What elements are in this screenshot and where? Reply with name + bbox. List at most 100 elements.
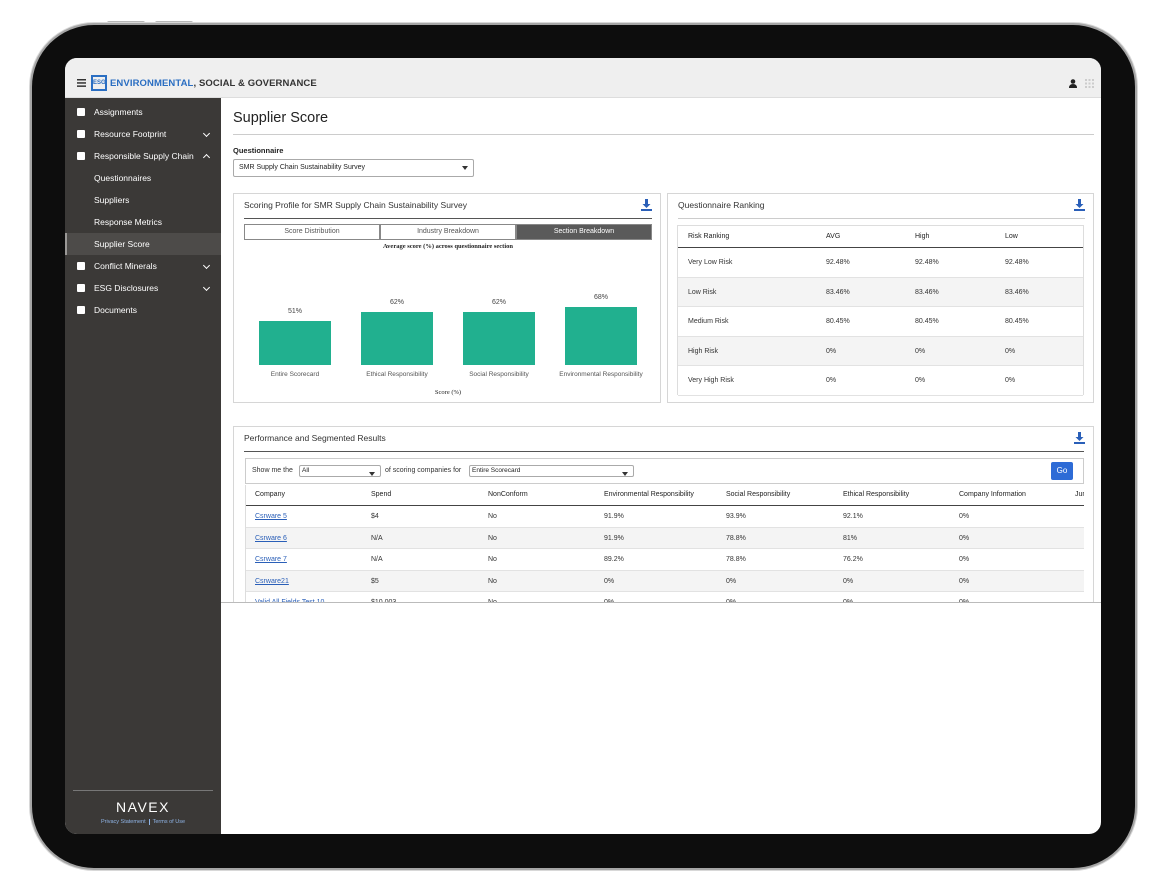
panel-rule [244, 218, 652, 219]
menu-icon[interactable] [77, 79, 86, 87]
table-cell: 0% [826, 377, 837, 385]
nav-label: Documents [94, 305, 137, 315]
ranking-table: Risk Ranking AVG High Low Very Low Risk 92.48… [677, 225, 1084, 396]
nav-label: ESG Disclosures [94, 283, 159, 293]
table-cell: No [488, 599, 497, 603]
tab[interactable]: Section Breakdown [516, 224, 652, 240]
table-cell: 92.48% [826, 259, 850, 266]
nav-subitem[interactable]: Supplier Score [65, 233, 221, 255]
table-cell: 0% [915, 347, 926, 355]
nav-item[interactable]: Assignments [65, 101, 221, 123]
filter-text: of scoring companies for [385, 467, 462, 474]
tab[interactable]: Score Distribution [244, 224, 380, 240]
chevron [202, 283, 211, 292]
company-link[interactable]: Csrware 7 [255, 556, 287, 563]
header-row: Company Spend NonConform Environmental Resp… [246, 485, 1084, 506]
value-label: 62% [491, 298, 506, 306]
sidebar: Assignments Resource Footprint Responsible… [65, 98, 221, 834]
table-cell: 0% [915, 377, 926, 385]
chevron [202, 129, 211, 138]
nav-subitem[interactable]: Response Metrics [65, 211, 221, 233]
table-cell: 92.48% [915, 259, 939, 266]
apps-icon[interactable] [1085, 79, 1094, 88]
nav-label: Responsible Supply Chain [94, 151, 194, 161]
top-bar: ESG ENVIRONMENTAL, SOCIAL & GOVERNANCE [65, 58, 1101, 98]
performance-table: Company Spend NonConform Environmental Resp… [245, 485, 1084, 603]
download-icon[interactable] [1074, 199, 1085, 211]
table-cell: Very Low Risk [688, 259, 733, 266]
tab[interactable]: Industry Breakdown [380, 224, 516, 240]
table-row: High Risk 0% 0% 0% [678, 336, 1083, 367]
scoring-panel: Scoring Profile for SMR Supply Chain Sus… [233, 193, 661, 403]
table-row: Medium Risk 80.45% 80.45% 80.45% [678, 307, 1083, 337]
performance-panel: Performance and Segmented Results Show m… [233, 426, 1094, 603]
nav-icon [77, 262, 85, 270]
nav-label: Resource Footprint [94, 129, 167, 139]
ranking-panel: Questionnaire Ranking Risk Ranking AVG Hig… [667, 193, 1094, 403]
table-cell: Medium Risk [688, 318, 729, 326]
panel-title: Scoring Profile for SMR Supply Chain Sus… [244, 200, 467, 210]
nav-item[interactable]: Responsible Supply Chain [65, 145, 221, 167]
panel-rule [678, 218, 1085, 219]
category-label: Entire Scorecard [270, 371, 320, 378]
table-cell: 78.8% [726, 534, 746, 542]
table-cell: N/A [371, 534, 383, 542]
table-cell: 76.2% [843, 556, 863, 563]
download-icon[interactable] [641, 199, 652, 211]
chevron [202, 261, 211, 270]
footer-logo: NAVEX [116, 799, 170, 815]
nav-item[interactable]: Documents [65, 299, 221, 321]
volume-button [155, 21, 193, 25]
table-cell: Low Risk [688, 288, 717, 296]
title-accent: ENVIRONMENTAL [110, 78, 194, 89]
column-header: Risk Ranking [688, 233, 730, 240]
company-link[interactable]: Csrware 5 [255, 513, 287, 520]
nav-item[interactable]: Resource Footprint [65, 123, 221, 145]
user-icon[interactable] [1069, 79, 1077, 88]
table-cell: High Risk [688, 347, 718, 355]
nav-label: Questionnaires [94, 173, 152, 183]
table-cell: 89.2% [604, 556, 624, 563]
table-cell: 0% [726, 599, 737, 603]
nav-subitem[interactable]: Suppliers [65, 189, 221, 211]
category-label: Environmental Responsibility [559, 371, 643, 378]
download-icon[interactable] [1074, 432, 1085, 444]
logo-badge: ESG [91, 75, 107, 91]
footer-links: Privacy Statement Terms of Use [73, 819, 213, 825]
table-cell: 0% [826, 347, 837, 355]
column-header: NonConform [488, 491, 528, 498]
table-cell: N/A [371, 556, 383, 563]
main-content: Supplier Score Questionnaire SMR Supply … [221, 98, 1101, 603]
table-cell: 83.46% [1005, 288, 1029, 296]
nav-item[interactable]: ESG Disclosures [65, 277, 221, 299]
go-button[interactable]: Go [1051, 462, 1073, 480]
company-link[interactable]: Csrware21 [255, 577, 289, 585]
company-link[interactable]: Csrware 6 [255, 534, 287, 542]
title-rest: , SOCIAL & GOVERNANCE [193, 78, 317, 89]
table-cell: 0% [604, 599, 615, 603]
scope-select[interactable]: All [299, 465, 381, 477]
bar [259, 321, 331, 365]
table-cell: 81% [843, 534, 858, 542]
table-cell: 91.9% [604, 513, 624, 520]
section-select[interactable]: Entire Scorecard [469, 465, 634, 477]
nav-icon [77, 108, 85, 116]
table-row: Very High Risk 0% 0% 0% [678, 366, 1083, 396]
x-axis-label: Score (%) [434, 389, 462, 396]
filter-bar: Show me the All of scoring companies for… [245, 458, 1084, 484]
footer-link[interactable]: Privacy Statement [100, 819, 146, 825]
table-cell: 0% [959, 513, 970, 520]
table-cell: 92.1% [843, 513, 863, 520]
table-row: Csrware 7 N/A No 89.2% 78.8% 76.2% 0% [246, 549, 1084, 571]
nav-label: Assignments [94, 107, 143, 117]
questionnaire-select[interactable]: SMR Supply Chain Sustainability Survey [233, 159, 474, 177]
nav-item[interactable]: Conflict Minerals [65, 255, 221, 277]
panel-title: Questionnaire Ranking [678, 200, 765, 210]
footer-link[interactable]: Terms of Use [148, 819, 189, 825]
nav-icon [77, 130, 85, 138]
column-header: Spend [371, 491, 392, 498]
table-cell: 0% [1005, 377, 1016, 385]
nav-subitem[interactable]: Questionnaires [65, 167, 221, 189]
company-link[interactable]: Valid All Fields Test 10 [255, 599, 325, 603]
value-label: 51% [287, 308, 302, 316]
